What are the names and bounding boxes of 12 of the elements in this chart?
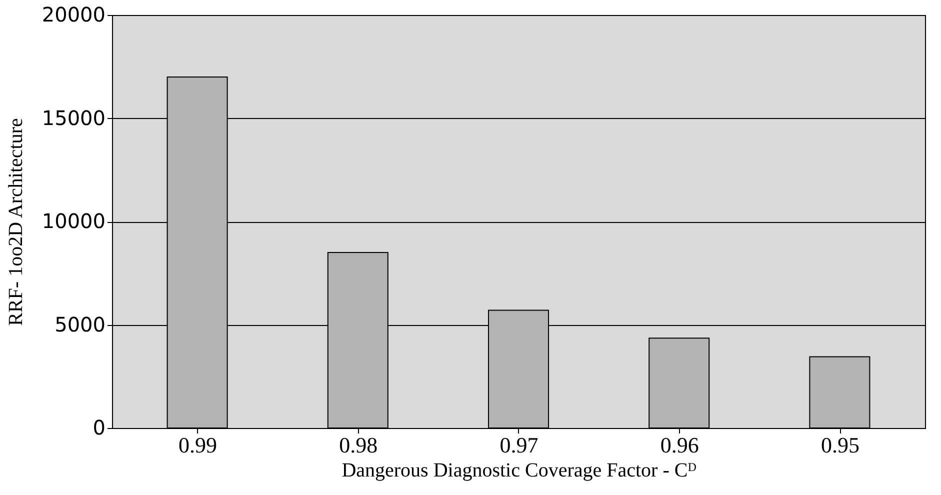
x-tick-label: 0.96 — [660, 432, 699, 458]
y-tick-label: 5000 — [54, 312, 106, 336]
x-tick-label: 0.99 — [178, 432, 218, 458]
y-tick-label: 0 — [92, 416, 106, 440]
y-tick-label: 20000 — [42, 2, 106, 26]
y-tick-label: 10000 — [42, 209, 106, 233]
x-tick-label: 0.95 — [820, 432, 860, 458]
y-tick-label: 15000 — [42, 106, 106, 130]
y-axis-title: RRF- 1oo2D Architecture — [4, 118, 27, 326]
x-axis-title: Dangerous Diagnostic Coverage Factor - Cᴰ — [342, 460, 697, 482]
x-tick-label: 0.97 — [500, 432, 538, 458]
x-tick-label: 0.98 — [339, 432, 378, 458]
